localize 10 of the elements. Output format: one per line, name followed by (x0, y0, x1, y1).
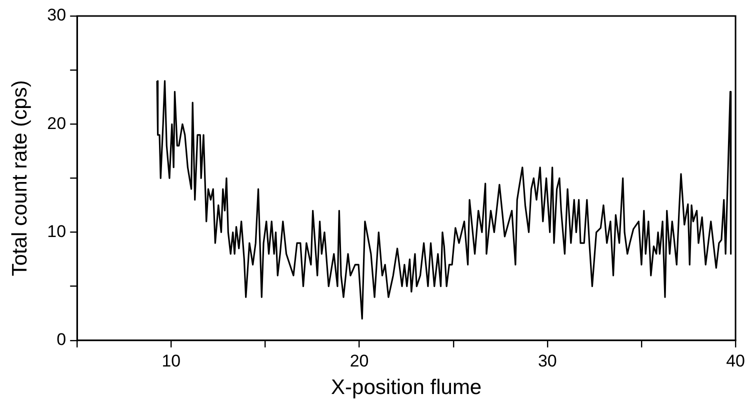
y-tick-label: 20 (47, 114, 66, 133)
x-tick-label: 10 (162, 351, 181, 370)
y-tick-label: 0 (56, 330, 66, 350)
x-tick-label: 40 (726, 351, 746, 370)
x-axis-title: X-position flume (331, 376, 482, 400)
x-tick-label: 30 (538, 351, 557, 370)
y-tick-label: 30 (47, 6, 66, 25)
y-tick-label: 10 (47, 222, 66, 241)
x-tick-label: 20 (350, 351, 369, 370)
y-axis-title: Total count rate (cps) (8, 80, 32, 276)
